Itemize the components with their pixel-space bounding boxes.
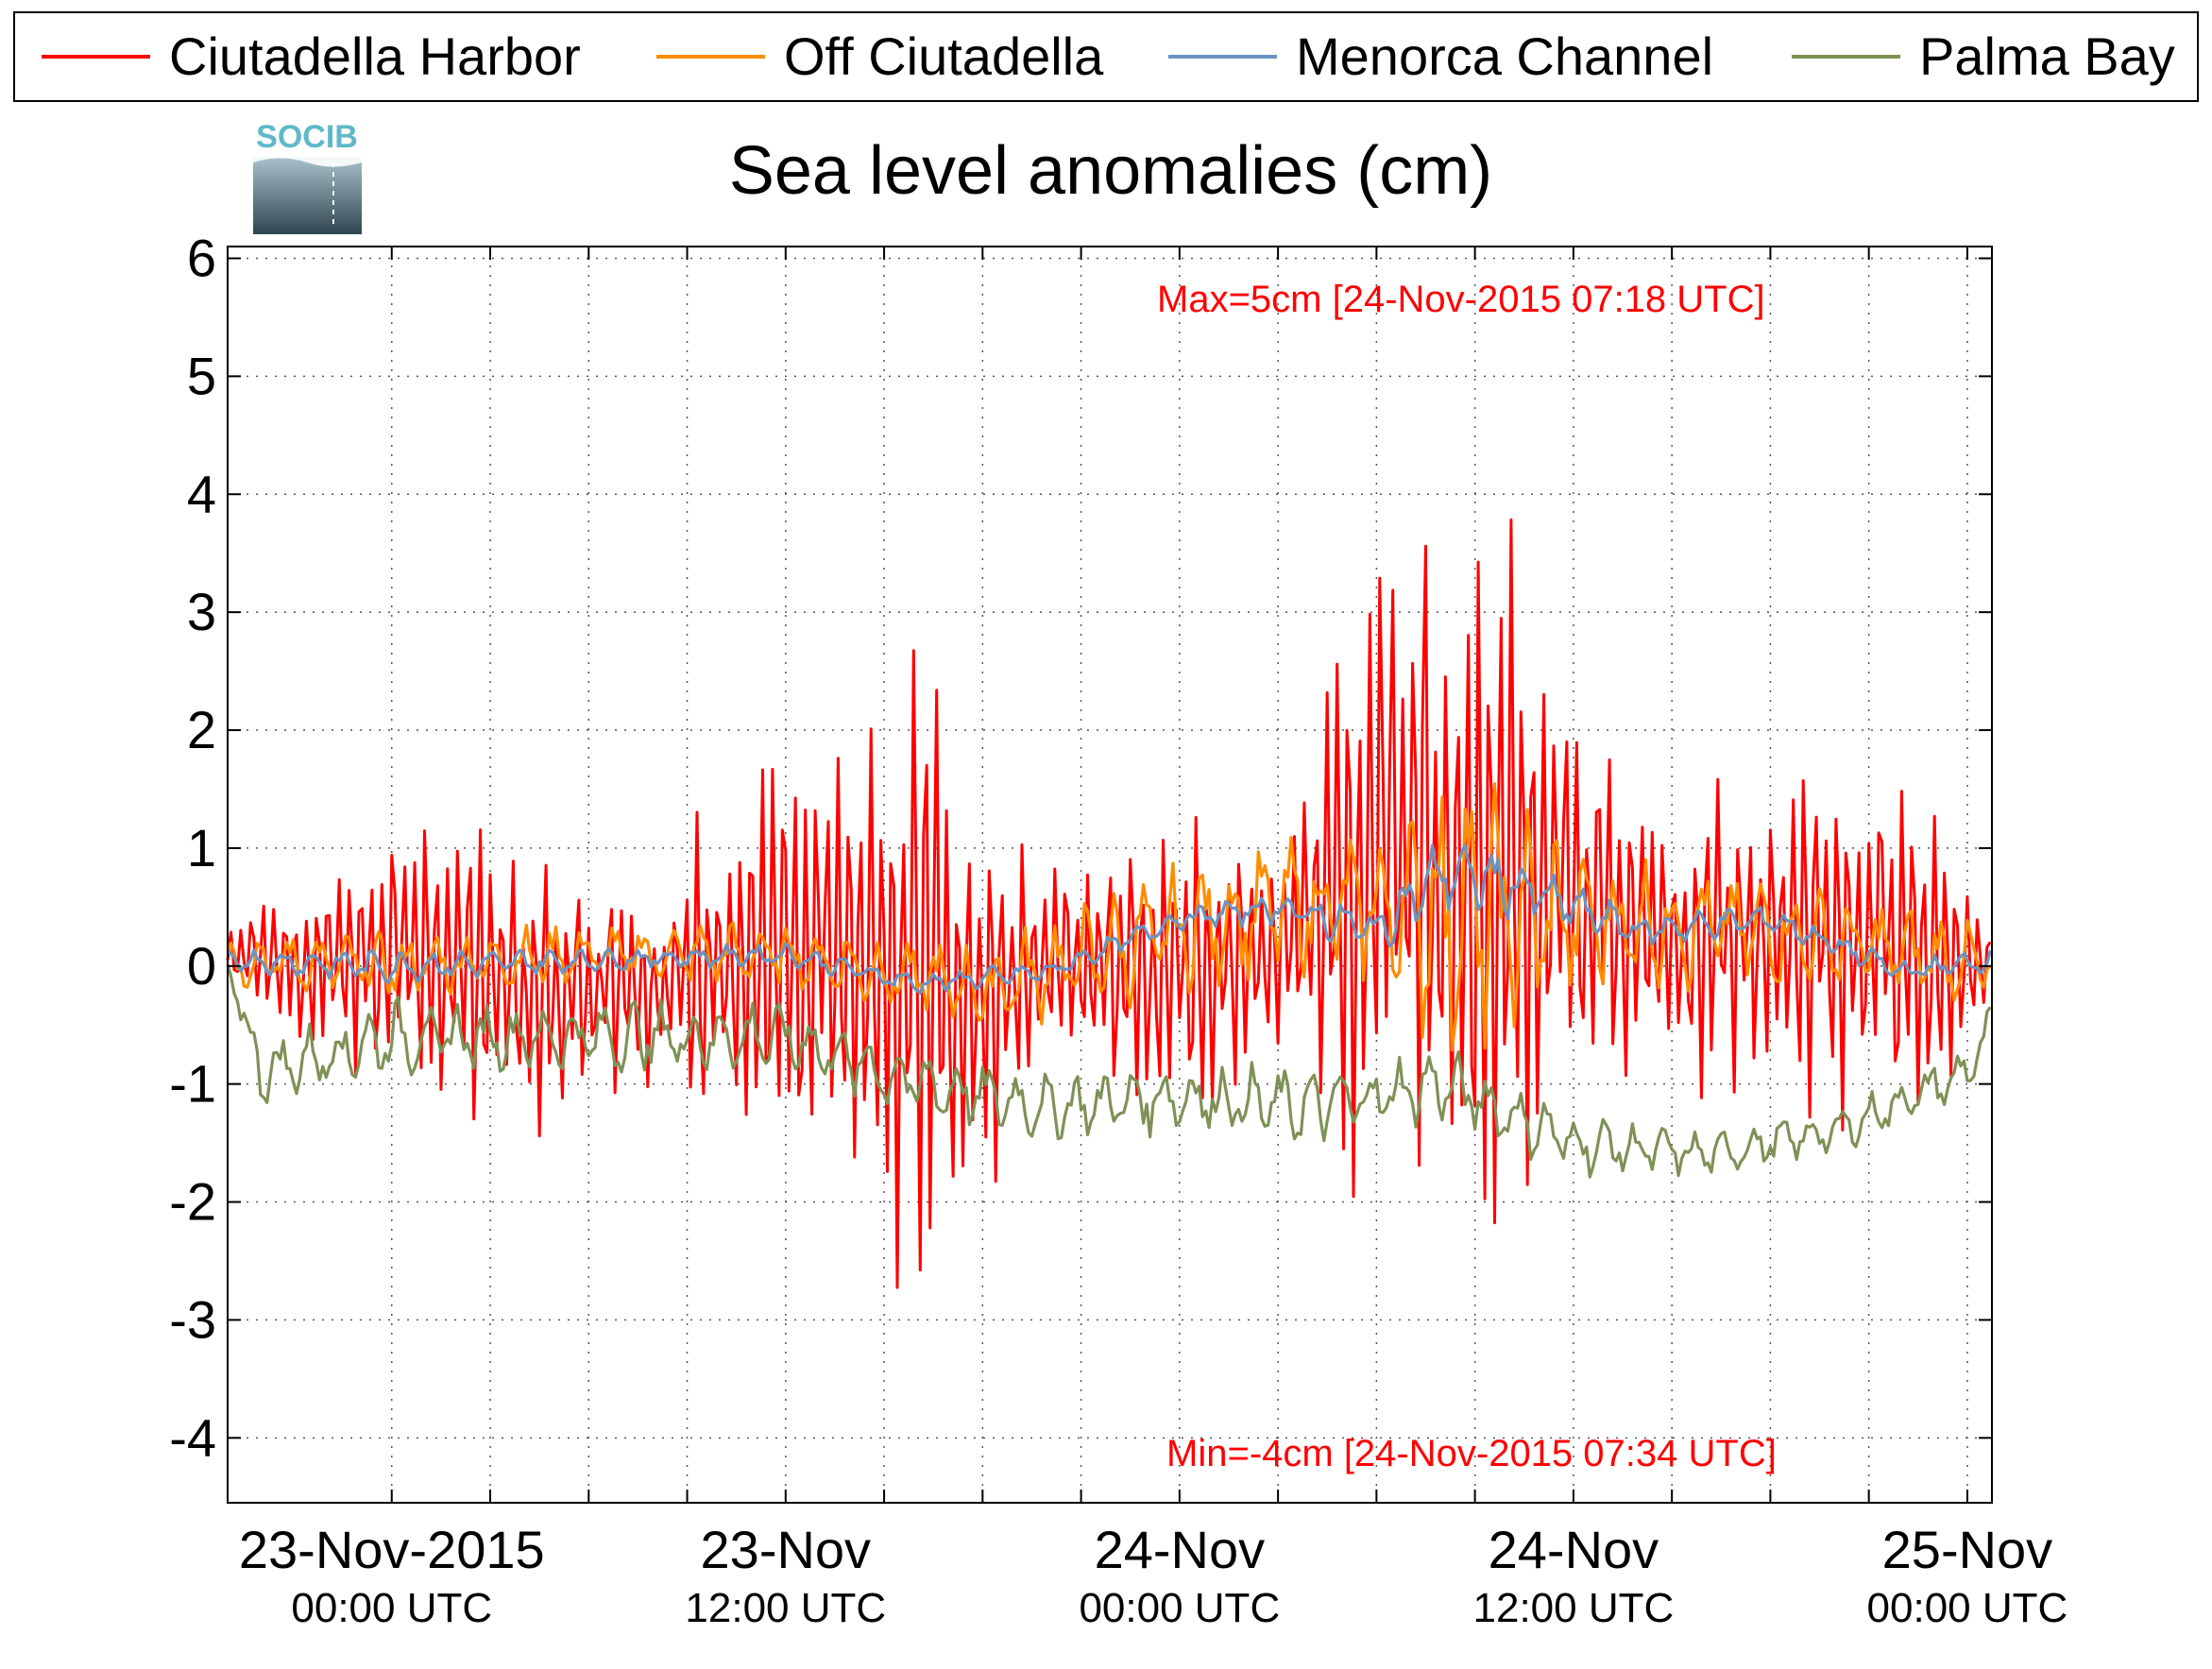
series-line: [227, 843, 1992, 995]
y-tick-label: 3: [187, 582, 216, 641]
legend: Ciutadella Harbor Off Ciutadella Menorca C…: [13, 11, 2199, 102]
y-tick-label: -4: [169, 1407, 216, 1467]
socib-logo: SOCIB: [253, 119, 362, 234]
legend-label: Menorca Channel: [1296, 26, 1713, 86]
series-line: [226, 963, 1992, 1179]
plot-frame: [227, 246, 1993, 1504]
y-tick-label: 0: [187, 936, 216, 996]
grid-lines: [228, 247, 1992, 1503]
series-layer: [226, 518, 1992, 1289]
y-axis-labels: 6 5 4 3 2 1 0 -1 -2 -3 -4: [169, 228, 216, 1467]
x-tick-sublabel: 00:00 UTC: [1079, 1585, 1280, 1631]
max-annotation: Max=5cm [24-Nov-2015 07:18 UTC]: [1157, 279, 1765, 320]
y-tick-label: -2: [169, 1172, 216, 1232]
legend-label: Palma Bay: [1919, 26, 2175, 86]
x-tick-label: 23-Nov: [701, 1520, 872, 1579]
logo-wave: [253, 157, 362, 167]
legend-label: Ciutadella Harbor: [169, 26, 581, 86]
series-line: [226, 518, 1992, 1289]
legend-label: Off Ciutadella: [784, 26, 1104, 86]
min-annotation: Min=-4cm [24-Nov-2015 07:34 UTC]: [1166, 1433, 1777, 1474]
x-tick-label: 25-Nov: [1882, 1520, 2053, 1579]
x-axis-labels: 23-Nov-2015 00:00 UTC 23-Nov 12:00 UTC 24-No…: [239, 1520, 2067, 1631]
y-tick-label: -1: [169, 1054, 216, 1114]
x-tick-sublabel: 00:00 UTC: [1867, 1585, 2068, 1631]
x-tick-label: 23-Nov-2015: [239, 1520, 545, 1579]
y-tick-label: -3: [169, 1289, 216, 1349]
chart-title: Sea level anomalies (cm): [729, 133, 1492, 209]
y-tick-label: 4: [187, 464, 216, 523]
y-tick-label: 6: [187, 228, 216, 287]
x-tick-sublabel: 00:00 UTC: [291, 1585, 492, 1631]
axis-ticks: [228, 247, 1992, 1503]
logo-image: [253, 157, 362, 234]
plot-border: [227, 246, 1993, 1504]
y-tick-label: 2: [187, 700, 216, 759]
y-tick-label: 5: [187, 346, 216, 405]
x-tick-sublabel: 12:00 UTC: [1473, 1585, 1675, 1631]
x-tick-sublabel: 12:00 UTC: [685, 1585, 886, 1631]
x-tick-label: 24-Nov: [1095, 1520, 1266, 1579]
y-tick-label: 1: [187, 818, 216, 877]
x-tick-label: 24-Nov: [1489, 1520, 1659, 1579]
logo-text: SOCIB: [256, 119, 358, 155]
